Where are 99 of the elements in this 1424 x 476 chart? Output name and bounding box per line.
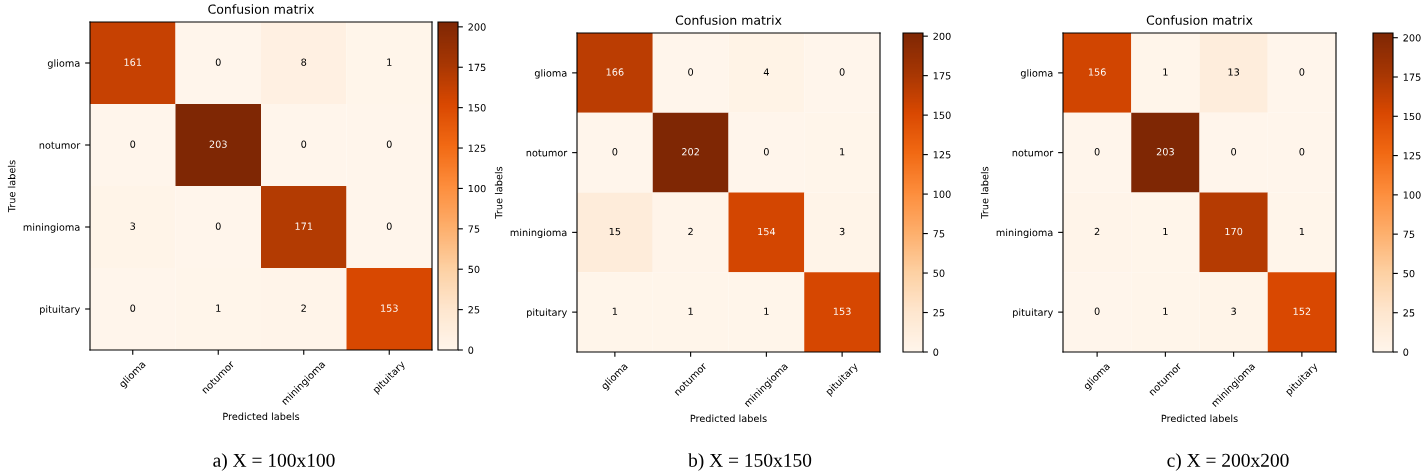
data-label: 203 — [209, 140, 227, 148]
y-tick-label: glioma — [534, 69, 567, 79]
x-axis-title: Predicted labels — [1161, 414, 1238, 423]
text: c) X = 200x200 — [1167, 453, 1289, 471]
x-axis-title: Predicted labels — [690, 414, 767, 423]
y-axis-title: True labels — [494, 166, 503, 219]
color-bar-label: 0 — [468, 346, 474, 354]
color-bar-label: 75 — [1403, 230, 1415, 238]
text: a) X = 100x100 — [213, 453, 335, 471]
color-bar-label: 125 — [933, 151, 951, 159]
data-label: 13 — [1228, 68, 1240, 76]
color-bar-label: 100 — [1403, 191, 1421, 199]
data-label: 0 — [763, 148, 769, 156]
data-label: 0 — [839, 68, 845, 76]
data-label: 1 — [216, 304, 221, 312]
data-label: 156 — [1088, 68, 1106, 76]
y-tick-label: glioma — [1020, 69, 1053, 79]
data-label: 1 — [1163, 68, 1168, 76]
text: b) X = 150x150 — [688, 453, 812, 471]
y-tick-label: miningioma — [23, 223, 80, 233]
data-label: 0 — [1094, 148, 1100, 156]
color-bar-label: 175 — [1403, 73, 1421, 81]
data-label: 0 — [215, 222, 221, 230]
x-axis-title: Predicted labels — [223, 412, 300, 421]
data-label: 15 — [609, 227, 621, 236]
data-label: 153 — [833, 307, 851, 315]
color-bar-label: 200 — [933, 32, 951, 40]
color-bar-label: 0 — [1403, 348, 1409, 356]
data-label: 1 — [1163, 307, 1168, 315]
chart-title: Confusion matrix — [208, 4, 315, 14]
chart-title: Confusion matrix — [1146, 15, 1253, 25]
chart-title: Confusion matrix — [675, 15, 782, 25]
data-label: 0 — [130, 304, 136, 312]
color-bar-label: 150 — [468, 104, 486, 112]
data-label: 166 — [606, 68, 624, 76]
data-label: 1 — [612, 307, 618, 315]
color-bar-label: 25 — [933, 309, 945, 317]
color-bar-label: 150 — [933, 111, 951, 119]
data-label: 170 — [1225, 227, 1243, 236]
data-label: 1 — [1299, 227, 1305, 236]
data-label: 2 — [688, 227, 693, 236]
color-bar-label: 150 — [1403, 112, 1421, 121]
data-label: 153 — [381, 304, 398, 312]
color-bar-label: 75 — [468, 225, 480, 233]
data-label: 1 — [1163, 227, 1168, 236]
data-label: 0 — [688, 68, 694, 76]
y-axis-title: True labels — [980, 166, 989, 219]
data-label: 0 — [1231, 148, 1237, 156]
data-label: 0 — [612, 148, 618, 156]
data-label: 202 — [682, 148, 699, 156]
color-bar-label: 100 — [468, 184, 486, 193]
data-label: 3 — [130, 222, 136, 230]
color-bar-label: 25 — [1403, 309, 1415, 317]
color-bar-label: 200 — [1403, 34, 1421, 42]
color-bar-label: 50 — [1403, 269, 1415, 278]
data-label: 0 — [1299, 68, 1305, 76]
data-label: 0 — [1094, 307, 1100, 315]
y-tick-label: notumor — [526, 149, 568, 157]
data-label: 0 — [1299, 148, 1305, 156]
data-label: 0 — [386, 140, 392, 148]
color-bar-label: 175 — [468, 63, 486, 72]
color-bar-label: 125 — [468, 144, 486, 152]
y-tick-label: miningioma — [996, 228, 1053, 239]
data-label: 8 — [301, 58, 307, 66]
data-label: 2 — [301, 304, 306, 312]
data-label: 154 — [758, 227, 776, 236]
data-label: 1 — [764, 307, 769, 315]
y-tick-label: pituitary — [527, 308, 567, 318]
color-bar-label: 125 — [1403, 152, 1421, 160]
data-label: 4 — [763, 68, 769, 76]
data-label: 0 — [386, 222, 392, 230]
color-bar-label: 0 — [933, 348, 939, 356]
data-label: 2 — [1094, 227, 1100, 236]
color-bar-label: 25 — [468, 306, 480, 314]
color-bar-label: 50 — [933, 269, 945, 277]
y-tick-label: pituitary — [1013, 308, 1053, 318]
color-bar-label: 50 — [468, 265, 480, 274]
y-tick-label: pituitary — [40, 305, 80, 315]
y-axis-title: True labels — [7, 160, 16, 213]
data-label: 3 — [839, 227, 845, 236]
data-label: 161 — [124, 58, 142, 66]
data-label: 0 — [301, 140, 307, 148]
data-label: 3 — [1231, 307, 1236, 315]
data-label: 152 — [1293, 307, 1311, 315]
data-label: 203 — [1156, 148, 1174, 156]
y-tick-label: notumor — [39, 141, 81, 149]
color-bar-label: 75 — [933, 230, 945, 238]
data-label: 0 — [215, 58, 221, 66]
data-label: 0 — [130, 140, 136, 148]
y-tick-label: glioma — [47, 59, 80, 69]
color-bar-label: 175 — [933, 72, 951, 80]
data-label: 1 — [688, 307, 693, 315]
y-tick-label: notumor — [1012, 149, 1054, 157]
color-bar-label: 100 — [933, 190, 951, 198]
data-label: 171 — [295, 222, 313, 230]
data-label: 1 — [387, 58, 392, 66]
data-label: 1 — [840, 148, 845, 156]
y-tick-label: miningioma — [510, 228, 567, 239]
color-bar-label: 200 — [468, 23, 486, 31]
